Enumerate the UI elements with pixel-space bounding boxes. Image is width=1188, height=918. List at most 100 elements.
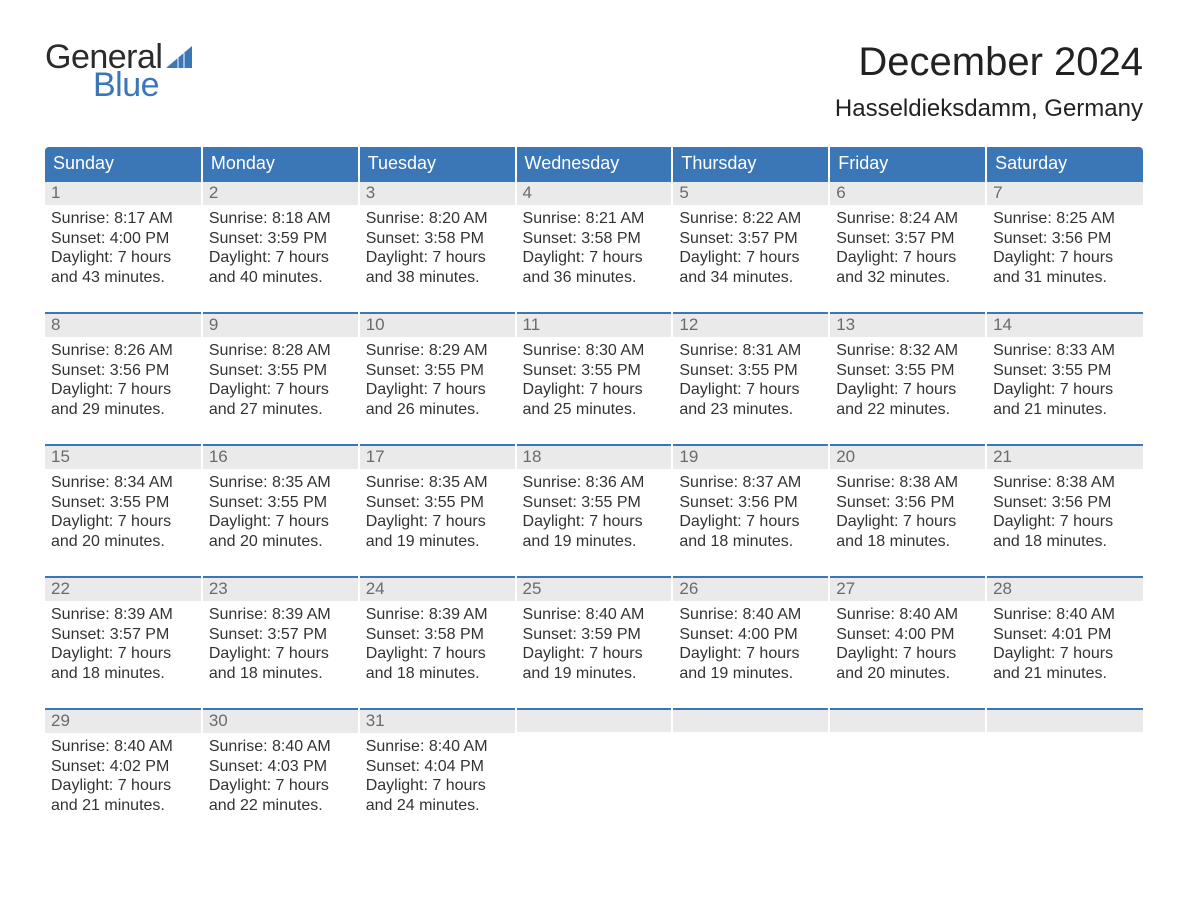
- day-details: Sunrise: 8:33 AMSunset: 3:55 PMDaylight:…: [987, 337, 1143, 429]
- day-number: 15: [45, 444, 201, 469]
- day-number: 2: [203, 180, 358, 205]
- day-line-ss: Sunset: 3:56 PM: [679, 493, 822, 513]
- day-line-d1: Daylight: 7 hours: [51, 644, 195, 664]
- day-line-d2: and 32 minutes.: [836, 268, 979, 288]
- weekday-header: Saturday: [986, 147, 1143, 180]
- day-line-d2: and 19 minutes.: [679, 664, 822, 684]
- calendar-cell: 29Sunrise: 8:40 AMSunset: 4:02 PMDayligh…: [45, 708, 202, 840]
- calendar-header: Sunday Monday Tuesday Wednesday Thursday…: [45, 147, 1143, 180]
- calendar-cell: 22Sunrise: 8:39 AMSunset: 3:57 PMDayligh…: [45, 576, 202, 708]
- day-line-ss: Sunset: 4:03 PM: [209, 757, 352, 777]
- day-line-d2: and 18 minutes.: [679, 532, 822, 552]
- calendar-cell: 13Sunrise: 8:32 AMSunset: 3:55 PMDayligh…: [829, 312, 986, 444]
- day-line-ss: Sunset: 3:59 PM: [209, 229, 352, 249]
- day-details: Sunrise: 8:26 AMSunset: 3:56 PMDaylight:…: [45, 337, 201, 429]
- day-line-d1: Daylight: 7 hours: [209, 380, 352, 400]
- day-line-sr: Sunrise: 8:40 AM: [836, 605, 979, 625]
- day-number: 3: [360, 180, 515, 205]
- day-line-d2: and 18 minutes.: [366, 664, 509, 684]
- day-line-d1: Daylight: 7 hours: [366, 644, 509, 664]
- calendar-cell: 17Sunrise: 8:35 AMSunset: 3:55 PMDayligh…: [359, 444, 516, 576]
- day-number: 29: [45, 708, 201, 733]
- day-line-ss: Sunset: 3:55 PM: [679, 361, 822, 381]
- day-line-ss: Sunset: 3:55 PM: [209, 361, 352, 381]
- day-line-sr: Sunrise: 8:22 AM: [679, 209, 822, 229]
- day-line-d2: and 38 minutes.: [366, 268, 509, 288]
- day-line-d1: Daylight: 7 hours: [836, 644, 979, 664]
- day-line-sr: Sunrise: 8:40 AM: [366, 737, 509, 757]
- day-number: 22: [45, 576, 201, 601]
- calendar-cell: 8Sunrise: 8:26 AMSunset: 3:56 PMDaylight…: [45, 312, 202, 444]
- weekday-header: Tuesday: [359, 147, 516, 180]
- day-line-sr: Sunrise: 8:20 AM: [366, 209, 509, 229]
- day-line-ss: Sunset: 3:58 PM: [523, 229, 666, 249]
- calendar-cell: 19Sunrise: 8:37 AMSunset: 3:56 PMDayligh…: [672, 444, 829, 576]
- day-number: 12: [673, 312, 828, 337]
- day-details: Sunrise: 8:28 AMSunset: 3:55 PMDaylight:…: [203, 337, 358, 429]
- day-line-d2: and 21 minutes.: [993, 664, 1137, 684]
- day-line-d2: and 22 minutes.: [209, 796, 352, 816]
- day-line-d1: Daylight: 7 hours: [679, 248, 822, 268]
- day-line-d2: and 23 minutes.: [679, 400, 822, 420]
- day-line-sr: Sunrise: 8:17 AM: [51, 209, 195, 229]
- calendar-cell: 2Sunrise: 8:18 AMSunset: 3:59 PMDaylight…: [202, 180, 359, 312]
- calendar-cell: 4Sunrise: 8:21 AMSunset: 3:58 PMDaylight…: [516, 180, 673, 312]
- day-details: Sunrise: 8:31 AMSunset: 3:55 PMDaylight:…: [673, 337, 828, 429]
- day-line-sr: Sunrise: 8:40 AM: [523, 605, 666, 625]
- day-number: 17: [360, 444, 515, 469]
- calendar-cell: 21Sunrise: 8:38 AMSunset: 3:56 PMDayligh…: [986, 444, 1143, 576]
- calendar-cell: 14Sunrise: 8:33 AMSunset: 3:55 PMDayligh…: [986, 312, 1143, 444]
- day-line-d2: and 19 minutes.: [523, 532, 666, 552]
- day-line-sr: Sunrise: 8:34 AM: [51, 473, 195, 493]
- day-line-sr: Sunrise: 8:32 AM: [836, 341, 979, 361]
- calendar-cell: 26Sunrise: 8:40 AMSunset: 4:00 PMDayligh…: [672, 576, 829, 708]
- page-title: December 2024: [835, 40, 1143, 85]
- day-number: 24: [360, 576, 515, 601]
- calendar-cell: 27Sunrise: 8:40 AMSunset: 4:00 PMDayligh…: [829, 576, 986, 708]
- day-number: 16: [203, 444, 358, 469]
- day-number: 19: [673, 444, 828, 469]
- day-number: 23: [203, 576, 358, 601]
- day-number: 25: [517, 576, 672, 601]
- day-line-sr: Sunrise: 8:25 AM: [993, 209, 1137, 229]
- day-details: Sunrise: 8:32 AMSunset: 3:55 PMDaylight:…: [830, 337, 985, 429]
- day-number: 5: [673, 180, 828, 205]
- day-line-ss: Sunset: 4:00 PM: [679, 625, 822, 645]
- day-number: 31: [360, 708, 515, 733]
- day-number: 27: [830, 576, 985, 601]
- day-line-sr: Sunrise: 8:40 AM: [51, 737, 195, 757]
- calendar-cell: [986, 708, 1143, 840]
- calendar-table: Sunday Monday Tuesday Wednesday Thursday…: [45, 147, 1143, 840]
- day-line-sr: Sunrise: 8:38 AM: [836, 473, 979, 493]
- day-line-sr: Sunrise: 8:39 AM: [209, 605, 352, 625]
- day-line-ss: Sunset: 3:55 PM: [993, 361, 1137, 381]
- day-number: 9: [203, 312, 358, 337]
- day-line-d2: and 18 minutes.: [51, 664, 195, 684]
- calendar-cell: 28Sunrise: 8:40 AMSunset: 4:01 PMDayligh…: [986, 576, 1143, 708]
- day-details: Sunrise: 8:30 AMSunset: 3:55 PMDaylight:…: [517, 337, 672, 429]
- day-details: Sunrise: 8:24 AMSunset: 3:57 PMDaylight:…: [830, 205, 985, 297]
- day-line-d2: and 25 minutes.: [523, 400, 666, 420]
- day-line-d1: Daylight: 7 hours: [366, 380, 509, 400]
- day-details: Sunrise: 8:40 AMSunset: 4:04 PMDaylight:…: [360, 733, 515, 825]
- calendar-week-row: 1Sunrise: 8:17 AMSunset: 4:00 PMDaylight…: [45, 180, 1143, 312]
- calendar-cell: 5 Sunrise: 8:22 AMSunset: 3:57 PMDaylight…: [672, 180, 829, 312]
- day-details: Sunrise: 8:17 AMSunset: 4:00 PMDaylight:…: [45, 205, 201, 297]
- day-number: 7: [987, 180, 1143, 205]
- day-number: 6: [830, 180, 985, 205]
- day-details: Sunrise: 8:39 AMSunset: 3:57 PMDaylight:…: [45, 601, 201, 693]
- day-number: 21: [987, 444, 1143, 469]
- day-details: Sunrise: 8:20 AMSunset: 3:58 PMDaylight:…: [360, 205, 515, 297]
- day-line-d1: Daylight: 7 hours: [523, 512, 666, 532]
- day-line-ss: Sunset: 4:02 PM: [51, 757, 195, 777]
- day-line-ss: Sunset: 3:56 PM: [993, 229, 1137, 249]
- day-line-d2: and 19 minutes.: [366, 532, 509, 552]
- day-line-ss: Sunset: 4:01 PM: [993, 625, 1137, 645]
- day-line-ss: Sunset: 3:57 PM: [679, 229, 822, 249]
- day-details: Sunrise: 8:40 AMSunset: 4:00 PMDaylight:…: [673, 601, 828, 693]
- day-line-d1: Daylight: 7 hours: [209, 776, 352, 796]
- day-line-sr: Sunrise: 8:37 AM: [679, 473, 822, 493]
- day-details: Sunrise: 8:40 AMSunset: 3:59 PMDaylight:…: [517, 601, 672, 693]
- day-line-d1: Daylight: 7 hours: [209, 512, 352, 532]
- calendar-cell: 16Sunrise: 8:35 AMSunset: 3:55 PMDayligh…: [202, 444, 359, 576]
